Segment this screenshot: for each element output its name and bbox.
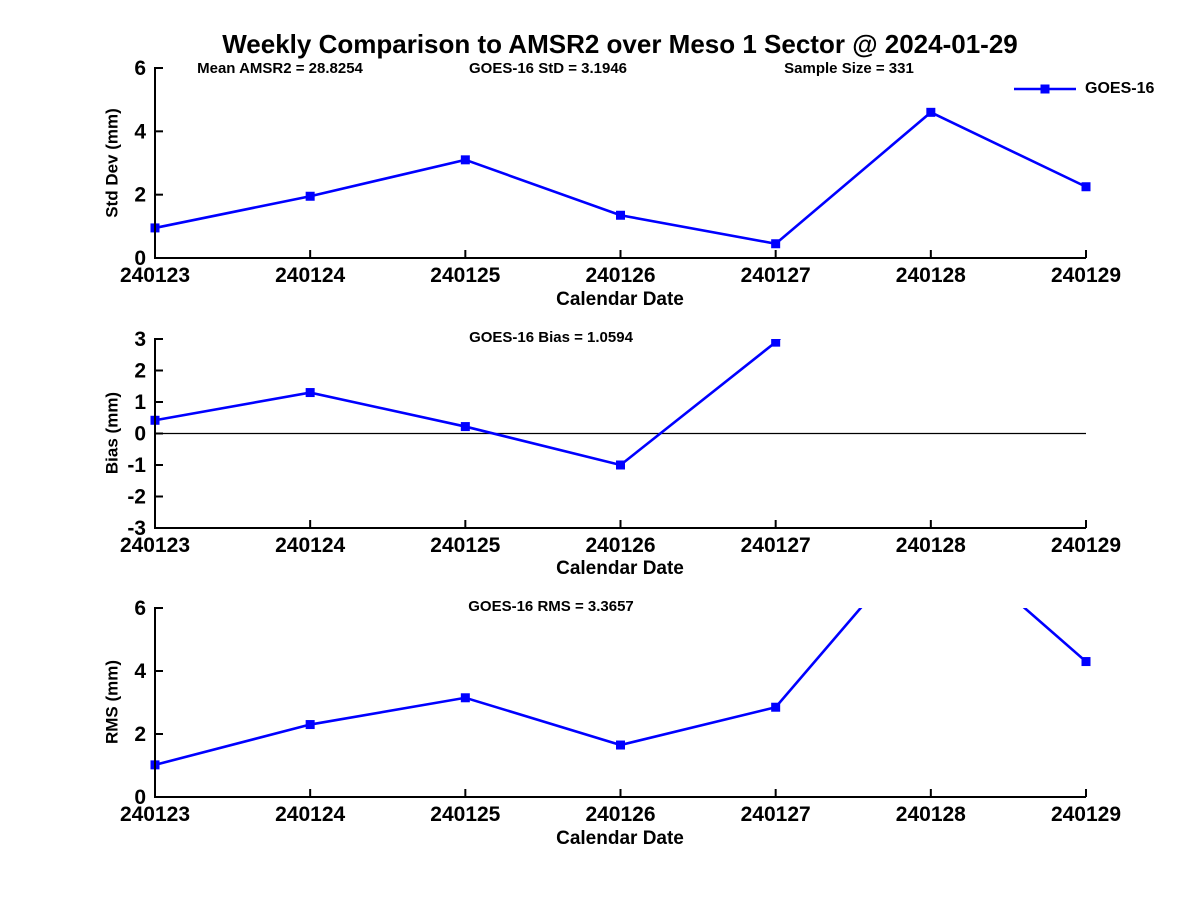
annotation-goes16-bias: GOES-16 Bias = 1.0594 (469, 329, 633, 346)
svg-text:0: 0 (134, 786, 146, 809)
annotation-mean-amsr2: Mean AMSR2 = 28.8254 (197, 60, 363, 77)
svg-text:240128: 240128 (896, 534, 966, 557)
svg-text:4: 4 (134, 660, 146, 683)
svg-text:240127: 240127 (741, 803, 811, 826)
annotation-goes16-std: GOES-16 StD = 3.1946 (469, 60, 627, 77)
svg-text:240127: 240127 (741, 264, 811, 287)
svg-text:240125: 240125 (430, 264, 500, 287)
svg-text:240126: 240126 (585, 803, 655, 826)
ylabel-bias: Bias (mm) (102, 391, 122, 475)
svg-text:240123: 240123 (120, 803, 190, 826)
svg-text:240123: 240123 (120, 264, 190, 287)
svg-text:-2: -2 (127, 486, 146, 509)
svg-text:240124: 240124 (275, 534, 345, 557)
xlabel-calendar-date-2: Calendar Date (556, 558, 684, 579)
svg-text:6: 6 (134, 597, 146, 620)
svg-text:0: 0 (134, 423, 146, 446)
svg-text:3: 3 (134, 328, 146, 351)
annotation-goes16-rms: GOES-16 RMS = 3.3657 (468, 598, 634, 615)
svg-text:240125: 240125 (430, 803, 500, 826)
svg-text:6: 6 (134, 57, 146, 80)
legend: GOES-16 (1014, 79, 1154, 99)
svg-text:0: 0 (134, 247, 146, 270)
annotation-sample-size: Sample Size = 331 (784, 60, 914, 77)
svg-text:240129: 240129 (1051, 803, 1121, 826)
svg-text:240125: 240125 (430, 534, 500, 557)
svg-text:240129: 240129 (1051, 534, 1121, 557)
svg-text:240124: 240124 (275, 803, 345, 826)
svg-text:240128: 240128 (896, 803, 966, 826)
svg-text:-3: -3 (127, 517, 146, 540)
figure-title: Weekly Comparison to AMSR2 over Meso 1 S… (222, 29, 1018, 59)
xlabel-calendar-date-3: Calendar Date (556, 828, 684, 849)
svg-text:240126: 240126 (585, 264, 655, 287)
svg-text:240126: 240126 (585, 534, 655, 557)
legend-marker-icon (1040, 84, 1050, 94)
svg-text:240129: 240129 (1051, 264, 1121, 287)
ylabel-rms: RMS (mm) (102, 659, 122, 745)
legend-label: GOES-16 (1085, 80, 1155, 97)
ylabel-std-dev: Std Dev (mm) (102, 108, 122, 218)
svg-text:240123: 240123 (120, 534, 190, 557)
svg-text:1: 1 (134, 391, 146, 414)
xlabel-calendar-date-1: Calendar Date (556, 289, 684, 310)
svg-text:4: 4 (134, 120, 146, 143)
svg-text:240127: 240127 (741, 534, 811, 557)
svg-text:240128: 240128 (896, 264, 966, 287)
svg-text:240124: 240124 (275, 264, 345, 287)
svg-text:-1: -1 (127, 454, 146, 477)
legend-line-icon (1014, 84, 1076, 94)
svg-text:2: 2 (134, 723, 146, 746)
svg-text:2: 2 (134, 360, 146, 383)
svg-text:2: 2 (134, 184, 146, 207)
